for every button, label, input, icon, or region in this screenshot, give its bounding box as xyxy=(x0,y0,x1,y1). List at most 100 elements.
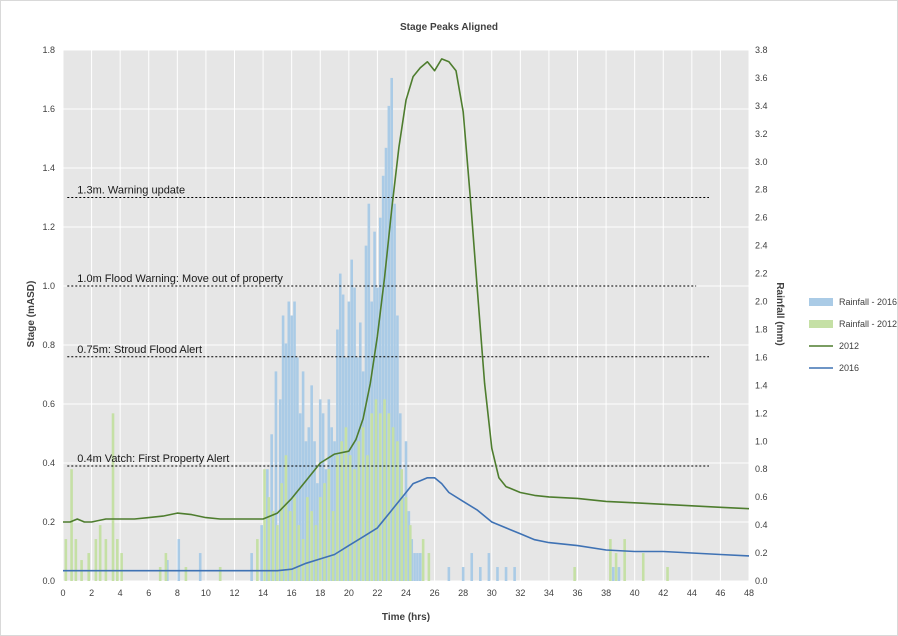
rainfall-2012-bar xyxy=(116,539,119,581)
stage-lines xyxy=(63,58,750,572)
line-2016 xyxy=(63,476,750,572)
rainfall-2016-bar xyxy=(479,567,482,581)
rainfall-2016-bar xyxy=(496,567,499,581)
rainfall-2012-bar xyxy=(256,539,259,581)
y2-tick-label: 2.2 xyxy=(755,269,768,279)
rainfall-2012-bar xyxy=(396,441,399,581)
rainfall-2016-bar xyxy=(296,357,299,581)
rainfall-2016-bar xyxy=(378,217,382,581)
rainfall-2016-bar xyxy=(338,273,342,581)
rainfall-2012-bar xyxy=(271,511,275,581)
rainfall-2012-bar xyxy=(387,413,391,581)
y-tick-label: 0.2 xyxy=(42,517,55,527)
x-tick-label: 38 xyxy=(601,588,611,598)
rainfall-2016-bar xyxy=(347,301,351,581)
rainfall-2012-bar xyxy=(641,553,645,581)
rainfall-2016-bar xyxy=(381,175,385,581)
rainfall-2012-bar xyxy=(111,413,115,581)
rainfall-2012-bar xyxy=(104,539,108,581)
x-tick-label: 10 xyxy=(201,588,211,598)
y-tick-label: 1.4 xyxy=(42,163,55,173)
rainfall-2016-bar xyxy=(387,105,391,581)
rainfall-2016-bar xyxy=(198,553,202,581)
y2-tick-label: 1.2 xyxy=(755,408,768,418)
rainfall-2016-bar xyxy=(260,525,263,581)
rainfall-2012-bar xyxy=(306,497,309,581)
y-tick-label: 1.2 xyxy=(42,222,55,232)
rainfall-2012-bar xyxy=(318,497,322,581)
rainfall-2012-bar xyxy=(263,469,266,581)
rainfall-2012-bar xyxy=(404,497,408,581)
rainfall-2016-bar xyxy=(398,413,402,581)
rainfall-2016-bar xyxy=(407,511,411,581)
rainfall-2016-bar xyxy=(321,413,325,581)
rainfall-2012-bar xyxy=(361,427,365,581)
rainfall-2012-bar xyxy=(353,469,356,581)
x-tick-label: 40 xyxy=(630,588,640,598)
x-tick-label: 16 xyxy=(287,588,297,598)
legend-swatch xyxy=(809,298,833,306)
y-tick-label: 1.8 xyxy=(42,45,55,55)
rainfall-2016-bar xyxy=(301,371,305,581)
rainfall-2016-bar xyxy=(447,567,451,581)
rainfall-2016-bar xyxy=(287,301,291,581)
rainfall-2016-bar xyxy=(290,315,293,581)
rainfall-2012-bar xyxy=(391,427,395,581)
y2-tick-label: 1.4 xyxy=(755,380,768,390)
rainfall-2016-bar xyxy=(416,553,419,581)
legend-label: 2016 xyxy=(839,363,859,373)
rainfall-2012-bar xyxy=(158,567,162,581)
rainfall-2016-bar xyxy=(611,567,615,581)
rainfall-2012-bar xyxy=(87,553,91,581)
line-2012 xyxy=(63,58,750,523)
rainfall-2012-bar xyxy=(378,413,382,581)
rainfall-2016-bar xyxy=(373,231,376,581)
y2-tick-label: 0.8 xyxy=(755,464,768,474)
threshold-label: 0.4m Vatch: First Property Alert xyxy=(77,453,229,465)
y2-tick-label: 0.6 xyxy=(755,492,768,502)
y2-tick-label: 3.4 xyxy=(755,101,768,111)
rainfall-2016-bar xyxy=(376,287,379,581)
rainfall-2012-bar xyxy=(70,469,73,581)
rainfall-2016-bar xyxy=(281,315,285,581)
rainfall-2016-bar xyxy=(316,483,319,581)
x-tick-label: 14 xyxy=(258,588,268,598)
legend-label: Rainfall - 2012 xyxy=(839,319,897,329)
rainfall-2012-bar xyxy=(427,553,431,581)
rainfall-2016-bar xyxy=(617,567,621,581)
left-axis-ticks: 0.0 0.2 0.4 0.6 0.8 1.0 1.2 1.4 1.6 1.8 xyxy=(42,45,55,586)
rainfall-2012-bar xyxy=(614,553,618,581)
y-tick-label: 0.6 xyxy=(42,399,55,409)
x-tick-label: 22 xyxy=(372,588,382,598)
y2-tick-label: 1.6 xyxy=(755,352,768,362)
rainfall-2012-bar xyxy=(74,539,78,581)
rainfall-2012-bar xyxy=(331,511,335,581)
x-axis-ticks: 0 2 4 6 8 10 12 14 16 18 20 22 24 26 28 30 32 34 36 38 40 42 4… xyxy=(60,588,754,598)
rainfall-2012-bar xyxy=(609,539,612,581)
legend-label: 2012 xyxy=(839,341,859,351)
rainfall-2016-bar xyxy=(384,147,388,581)
y2-tick-label: 2.4 xyxy=(755,241,768,251)
x-tick-label: 6 xyxy=(146,588,151,598)
rainfall-2016-bar xyxy=(333,441,336,581)
rainfall-2012-bar xyxy=(344,427,348,581)
rainfall-2016-bar xyxy=(341,294,345,581)
y2-tick-label: 0.4 xyxy=(755,520,768,530)
y2-tick-label: 0.0 xyxy=(755,576,768,586)
rainfall-2012-bar xyxy=(421,539,425,581)
rainfall-2012-bar xyxy=(314,525,318,581)
rainfall-2016-bar xyxy=(413,553,416,581)
rainfall-2016-bar xyxy=(504,567,508,581)
rainfall-2016-bar xyxy=(418,553,422,581)
y2-tick-label: 3.2 xyxy=(755,129,768,139)
rainfall-2016-bar xyxy=(274,371,278,581)
x-tick-label: 44 xyxy=(687,588,697,598)
y2-axis-title: Rainfall (mm) xyxy=(774,282,785,345)
rainfall-2016-bar xyxy=(353,287,356,581)
rainfall-2016-bar xyxy=(313,441,316,581)
rainfall-2012-bar xyxy=(301,539,305,581)
rainfall-2012-bar xyxy=(64,539,68,581)
x-tick-label: 42 xyxy=(658,588,668,598)
